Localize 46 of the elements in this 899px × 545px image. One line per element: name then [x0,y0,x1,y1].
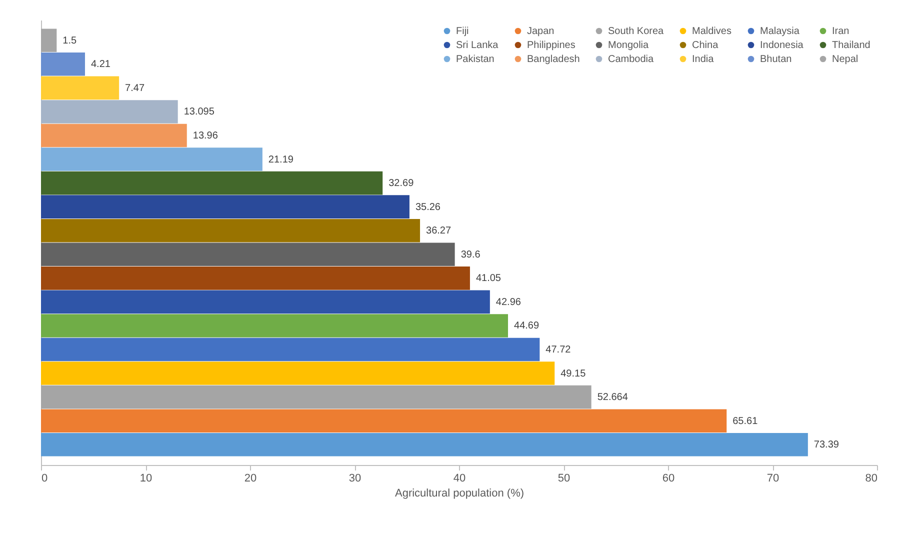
data-label: 47.72 [546,344,572,356]
x-tick-label: 0 [42,472,48,484]
legend-label: Iran [832,26,850,37]
data-label: 44.69 [514,320,540,332]
data-label: 21.19 [268,154,294,166]
legend-label: Fiji [456,26,469,37]
data-label: 32.69 [388,178,414,190]
x-tick-label: 50 [558,472,570,484]
legend-label: Mongolia [608,40,650,51]
x-tick-label: 40 [453,472,466,484]
legend-label: Bhutan [760,54,792,65]
legend-label: South Korea [608,26,664,37]
legend-label: Malaysia [760,26,800,37]
legend-label: Philippines [527,40,576,51]
x-tick-label: 80 [865,472,878,484]
data-label: 73.39 [814,440,840,451]
legend-label: Sri Lanka [456,40,499,51]
data-label: 36.27 [426,226,452,237]
legend-label: Indonesia [760,40,804,51]
x-tick-label: 20 [244,472,257,484]
data-label: 42.96 [496,296,522,308]
data-label: 39.6 [460,249,481,260]
data-label: 65.61 [732,416,758,427]
data-label: 13.96 [192,130,218,142]
x-tick-label: 30 [348,472,362,484]
data-label: 13.095 [184,106,215,118]
legend-label: Pakistan [456,54,494,65]
data-label: 7.47 [125,82,145,94]
legend-label: India [692,54,714,65]
x-axis-title: Agricultural population (%) [394,488,524,500]
legend-label: Nepal [832,54,858,65]
data-label: 49.15 [560,368,586,380]
x-tick-label: 60 [662,472,675,484]
data-label: 1.5 [62,35,78,46]
data-label: 35.26 [415,202,441,213]
legend-label: Bangladesh [527,54,580,65]
legend-label: Japan [527,26,554,37]
data-label: 52.664 [597,392,628,404]
legend-label: Maldives [692,26,732,37]
legend-label: China [692,40,719,51]
x-tick-label: 70 [766,472,780,484]
legend-label: Thailand [832,40,870,51]
data-label: 4.21 [90,59,111,70]
data-label: 41.05 [476,273,502,284]
x-tick-label: 10 [140,472,152,484]
legend-label: Cambodia [608,54,654,65]
